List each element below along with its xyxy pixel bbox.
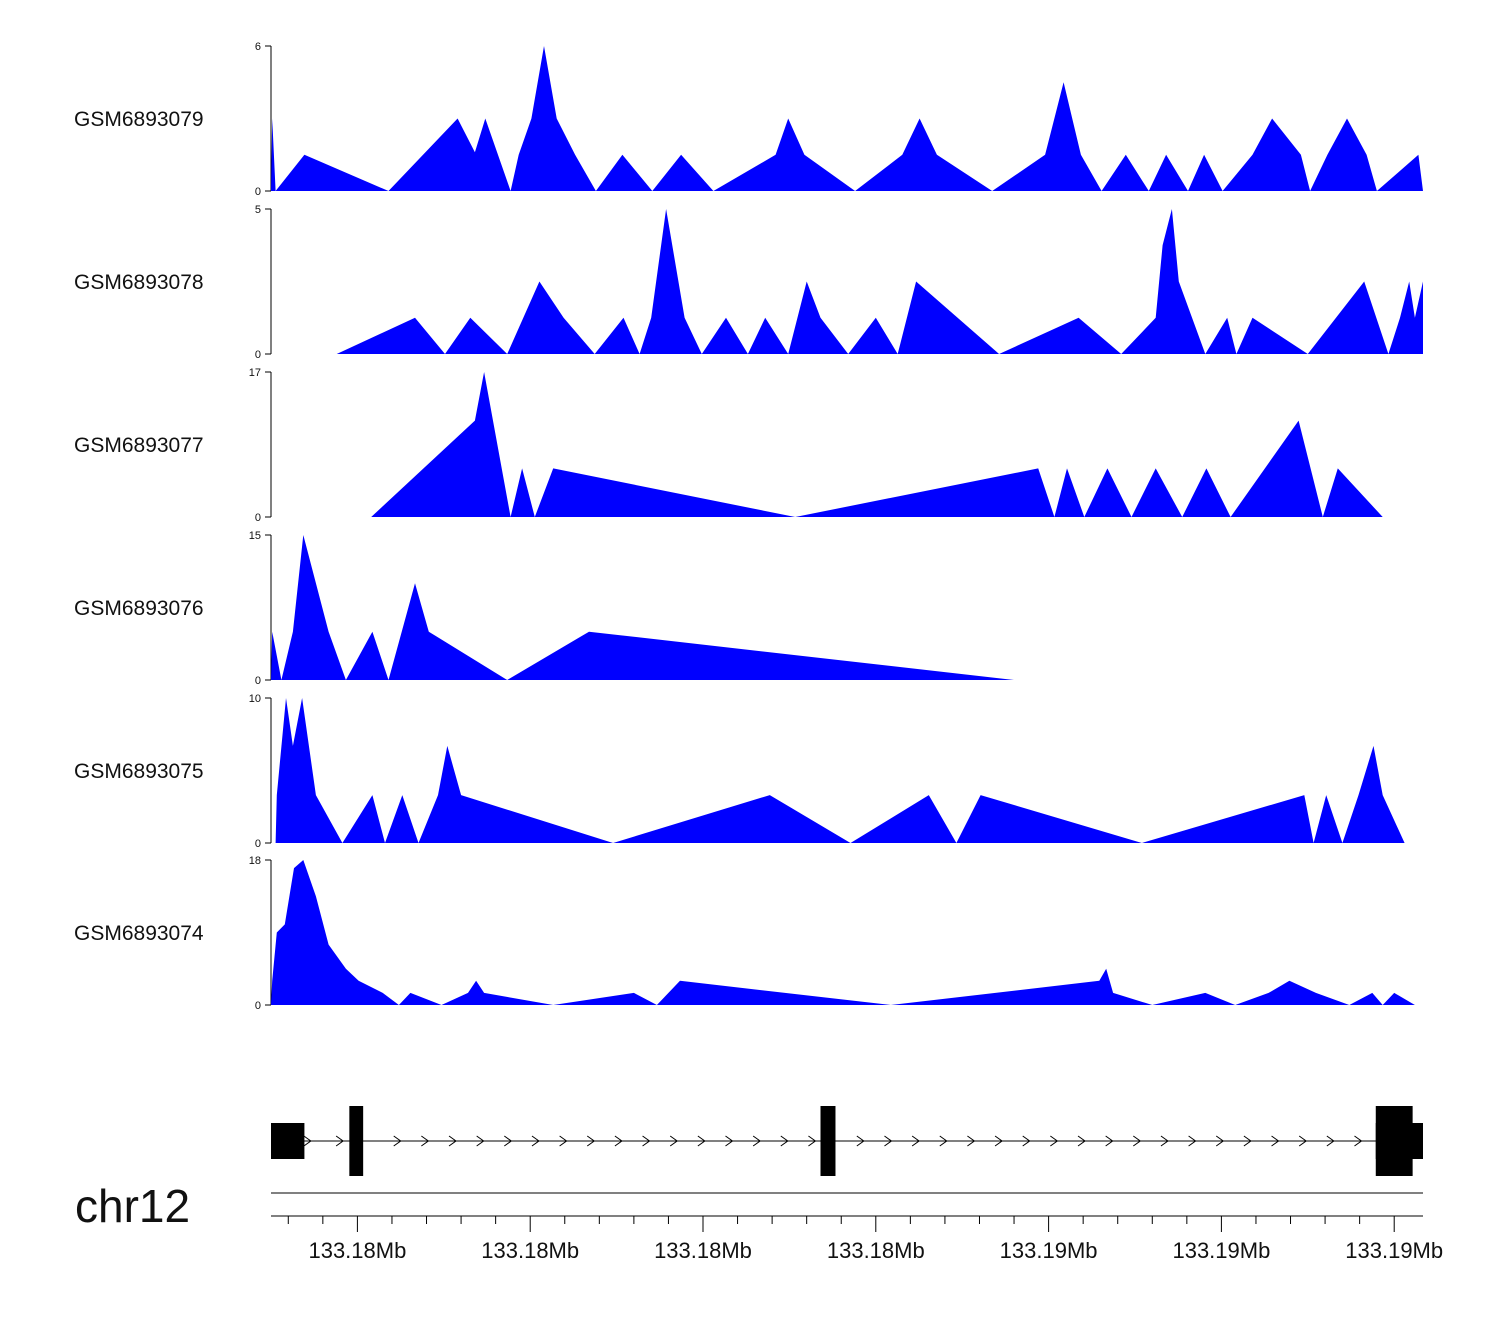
strand-arrow bbox=[1298, 1135, 1308, 1147]
strand-arrow bbox=[504, 1135, 513, 1147]
coverage-area bbox=[271, 46, 1423, 191]
track-label: GSM6893079 bbox=[74, 108, 204, 131]
strand-arrow bbox=[808, 1135, 817, 1147]
x-tick-label: 133.19Mb bbox=[1172, 1238, 1270, 1263]
y-tick-label-zero: 0 bbox=[255, 186, 261, 198]
strand-arrow bbox=[642, 1135, 651, 1147]
y-tick-label-zero: 0 bbox=[255, 512, 261, 524]
coverage-area bbox=[275, 698, 1405, 843]
y-tick-label-max: 5 bbox=[255, 204, 261, 216]
track-label: GSM6893076 bbox=[74, 597, 204, 620]
track-GSM6893078: GSM6893078 5 0 bbox=[74, 204, 1424, 361]
strand-arrow bbox=[586, 1135, 596, 1147]
exon-block bbox=[820, 1106, 836, 1176]
strand-arrow bbox=[725, 1135, 734, 1147]
strand-arrow bbox=[1326, 1135, 1335, 1147]
strand-arrow bbox=[1105, 1135, 1114, 1147]
strand-arrow bbox=[1133, 1135, 1142, 1147]
strand-arrow bbox=[1215, 1135, 1225, 1147]
track-GSM6893075: GSM6893075 10 0 bbox=[74, 693, 1405, 850]
x-tick-label: 133.18Mb bbox=[481, 1238, 579, 1263]
strand-arrow bbox=[476, 1135, 485, 1147]
strand-arrow bbox=[1243, 1135, 1252, 1147]
y-tick-label-max: 15 bbox=[249, 530, 261, 542]
strand-arrow bbox=[669, 1135, 679, 1147]
y-tick-label-max: 18 bbox=[249, 855, 261, 867]
strand-arrow bbox=[697, 1135, 706, 1147]
strand-arrow bbox=[1354, 1135, 1363, 1147]
track-GSM6893076: GSM6893076 15 0 bbox=[74, 530, 1014, 687]
y-tick-label-zero: 0 bbox=[255, 838, 261, 850]
coverage-area bbox=[271, 535, 1014, 680]
coverage-area bbox=[371, 372, 1383, 517]
y-tick-label-max: 6 bbox=[255, 41, 261, 53]
strand-arrow bbox=[335, 1135, 344, 1147]
strand-arrow bbox=[393, 1135, 402, 1147]
track-GSM6893077: GSM6893077 17 0 bbox=[74, 367, 1383, 524]
genome-axis: 133.18Mb 133.18Mb 133.18Mb 133.18Mb 133.19Mb… bbox=[271, 1192, 1443, 1263]
coverage-tracks: GSM689307960GSM689307850GSM6893077170GSM… bbox=[74, 41, 1424, 1012]
x-tick-label: 133.18Mb bbox=[827, 1238, 925, 1263]
x-tick-label: 133.18Mb bbox=[654, 1238, 752, 1263]
coverage-area bbox=[336, 209, 1424, 354]
strand-arrow bbox=[939, 1135, 948, 1147]
x-tick-label: 133.19Mb bbox=[1000, 1238, 1098, 1263]
strand-arrow bbox=[780, 1135, 789, 1147]
strand-arrow bbox=[303, 1135, 312, 1147]
strand-arrow bbox=[752, 1135, 762, 1147]
strand-arrow bbox=[856, 1135, 865, 1147]
strand-arrow bbox=[614, 1135, 623, 1147]
chromosome-label: chr12 bbox=[75, 1180, 190, 1232]
strand-arrow bbox=[1160, 1135, 1169, 1147]
strand-arrow bbox=[1077, 1135, 1086, 1147]
strand-arrow bbox=[1050, 1135, 1059, 1147]
strand-arrow bbox=[1271, 1135, 1280, 1147]
exon-block bbox=[1375, 1123, 1423, 1159]
x-tick-label: 133.19Mb bbox=[1345, 1238, 1443, 1263]
strand-arrow bbox=[559, 1135, 568, 1147]
track-GSM6893074: GSM6893074 18 0 bbox=[74, 855, 1415, 1012]
exon-block bbox=[271, 1123, 305, 1159]
track-label: GSM6893075 bbox=[74, 760, 204, 783]
track-GSM6893079: GSM6893079 6 0 bbox=[74, 41, 1423, 198]
track-label: GSM6893074 bbox=[74, 922, 204, 945]
track-label: GSM6893078 bbox=[74, 271, 204, 294]
y-tick-label-zero: 0 bbox=[255, 675, 261, 687]
x-tick-label: 133.18Mb bbox=[308, 1238, 406, 1263]
y-tick-label-zero: 0 bbox=[255, 349, 261, 361]
strand-arrow bbox=[911, 1135, 920, 1147]
y-tick-label-max: 10 bbox=[249, 693, 261, 705]
strand-arrow bbox=[1188, 1135, 1197, 1147]
strand-arrow bbox=[448, 1135, 457, 1147]
strand-arrow bbox=[531, 1135, 540, 1147]
strand-arrow bbox=[421, 1135, 430, 1147]
strand-arrow bbox=[884, 1135, 893, 1147]
exon-block bbox=[349, 1106, 364, 1176]
strand-arrow bbox=[994, 1135, 1003, 1147]
y-tick-label-max: 17 bbox=[249, 367, 261, 379]
strand-arrow bbox=[967, 1135, 976, 1147]
track-label: GSM6893077 bbox=[74, 434, 204, 457]
gene-model bbox=[271, 1106, 1423, 1176]
coverage-area bbox=[271, 860, 1415, 1005]
strand-arrow bbox=[1022, 1135, 1031, 1147]
y-tick-label-zero: 0 bbox=[255, 1000, 261, 1012]
